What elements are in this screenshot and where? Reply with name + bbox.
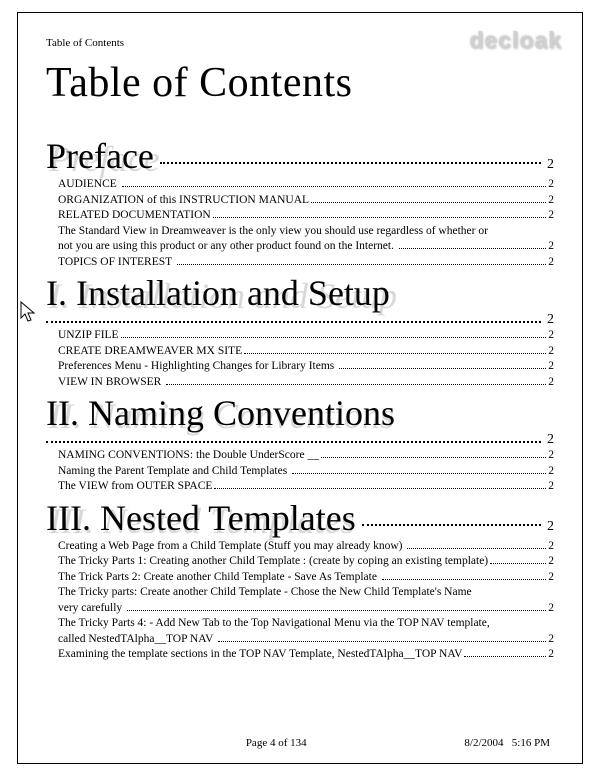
toc-leader-dots xyxy=(399,248,546,249)
watermark: decloak xyxy=(469,27,562,54)
toc-entry-text: TOPICS OF INTEREST xyxy=(58,255,175,271)
toc-entry-page: 2 xyxy=(548,647,554,663)
toc-leader-dots xyxy=(127,610,546,611)
toc-entry: ORGANIZATION of this INSTRUCTION MANUAL 2 xyxy=(58,193,554,209)
toc-entry-page: 2 xyxy=(548,177,554,193)
toc-entry-wrap: The Standard View in Dreamweaver is the … xyxy=(58,224,554,240)
toc-entry-page: 2 xyxy=(548,255,554,271)
document-page: decloak Table of Contents Table of Conte… xyxy=(17,12,583,764)
toc-entry: The Trick Parts 2: Create another Child … xyxy=(58,570,554,586)
toc-entry-page: 2 xyxy=(548,554,554,570)
toc-leader-dots xyxy=(218,641,546,642)
toc-entry-wrap: The Tricky parts: Create another Child T… xyxy=(58,585,554,601)
toc-entry-text: very carefully xyxy=(58,601,125,617)
toc-body: PrefacePreface2AUDIENCE 2ORGANIZATION of… xyxy=(46,133,554,663)
toc-entry-text: The VIEW from OUTER SPACE xyxy=(58,479,212,495)
section-heading-row: III. Nested TemplatesIII. Nested Templat… xyxy=(46,495,554,539)
toc-entry-text: CREATE DREAMWEAVER MX SITE xyxy=(58,344,242,360)
toc-leader-dots xyxy=(122,186,547,187)
toc-entry-text: NAMING CONVENTIONS: the Double UnderScor… xyxy=(58,448,319,464)
toc-leader-dots xyxy=(464,656,546,657)
mouse-cursor-icon xyxy=(20,301,38,325)
toc-entry-page: 2 xyxy=(548,208,554,224)
toc-leader-dots xyxy=(244,353,546,354)
toc-leader-dots xyxy=(177,264,546,265)
toc-entry-page: 2 xyxy=(548,239,554,255)
section-entries: Creating a Web Page from a Child Templat… xyxy=(58,539,554,663)
toc-entry: VIEW IN BROWSER 2 xyxy=(58,375,554,391)
toc-entry-text: The Trick Parts 2: Create another Child … xyxy=(58,570,380,586)
toc-entry-text: Naming the Parent Template and Child Tem… xyxy=(58,464,290,480)
toc-entry-text: not you are using this product or any ot… xyxy=(58,239,397,255)
toc-entry-page: 2 xyxy=(548,479,554,495)
main-title: Table of Contents xyxy=(46,59,554,107)
toc-entry: NAMING CONVENTIONS: the Double UnderScor… xyxy=(58,448,554,464)
toc-entry-text: The Tricky Parts 1: Creating another Chi… xyxy=(58,554,488,570)
toc-entry-page: 2 xyxy=(548,344,554,360)
toc-entry-page: 2 xyxy=(548,359,554,375)
toc-leader-dots xyxy=(292,473,546,474)
section-heading-row: PrefacePreface2 xyxy=(46,133,554,177)
toc-entry: called NestedTAlpha__TOP NAV 2 xyxy=(58,632,554,648)
toc-entry-text: UNZIP FILE xyxy=(58,328,119,344)
toc-entry: The VIEW from OUTER SPACE 2 xyxy=(58,479,554,495)
toc-entry: not you are using this product or any ot… xyxy=(58,239,554,255)
toc-leader-dots xyxy=(339,368,546,369)
toc-leader-dots xyxy=(382,579,546,580)
toc-leader-dots xyxy=(490,563,546,564)
toc-entry-page: 2 xyxy=(548,328,554,344)
toc-entry: The Tricky Parts 1: Creating another Chi… xyxy=(58,554,554,570)
toc-entry-page: 2 xyxy=(548,570,554,586)
toc-entry-text: ORGANIZATION of this INSTRUCTION MANUAL xyxy=(58,193,309,209)
toc-leader-dots xyxy=(213,217,547,218)
toc-entry-page: 2 xyxy=(548,193,554,209)
toc-leader-dots xyxy=(214,488,546,489)
toc-entry: very carefully 2 xyxy=(58,601,554,617)
section-entries: UNZIP FILE 2 CREATE DREAMWEAVER MX SITE 2 Pr… xyxy=(58,328,554,390)
toc-entry: CREATE DREAMWEAVER MX SITE 2 xyxy=(58,344,554,360)
footer-center: Page 4 of 134 xyxy=(18,737,464,749)
toc-entry-text: Preferences Menu - Highlighting Changes … xyxy=(58,359,337,375)
toc-entry: TOPICS OF INTEREST 2 xyxy=(58,255,554,271)
toc-entry: UNZIP FILE 2 xyxy=(58,328,554,344)
toc-entry-page: 2 xyxy=(548,539,554,555)
toc-entry-page: 2 xyxy=(548,464,554,480)
toc-entry-text: called NestedTAlpha__TOP NAV xyxy=(58,632,216,648)
toc-entry: RELATED DOCUMENTATION 2 xyxy=(58,208,554,224)
section-heading: I. Installation and SetupI. Installation… xyxy=(46,272,554,314)
toc-entry-wrap: The Tricky Parts 4: - Add New Tab to the… xyxy=(58,616,554,632)
toc-entry-page: 2 xyxy=(548,448,554,464)
toc-entry: Examining the template sections in the T… xyxy=(58,647,554,663)
page-footer: Page 4 of 134 8/2/2004 5:16 PM xyxy=(18,737,582,749)
section-entries: NAMING CONVENTIONS: the Double UnderScor… xyxy=(58,448,554,495)
toc-entry-text: Examining the template sections in the T… xyxy=(58,647,462,663)
toc-leader-dots xyxy=(166,384,546,385)
toc-leader-dots xyxy=(407,548,546,549)
toc-entry-text: VIEW IN BROWSER xyxy=(58,375,164,391)
toc-leader-dots xyxy=(121,337,547,338)
toc-leader-dots xyxy=(321,457,546,458)
section-heading: II. Naming ConventionsII. Naming Convent… xyxy=(46,392,554,434)
section-entries: AUDIENCE 2ORGANIZATION of this INSTRUCTI… xyxy=(58,177,554,270)
toc-entry: Preferences Menu - Highlighting Changes … xyxy=(58,359,554,375)
toc-entry-page: 2 xyxy=(548,375,554,391)
toc-entry-page: 2 xyxy=(548,632,554,648)
toc-entry-page: 2 xyxy=(548,601,554,617)
toc-leader-dots xyxy=(311,202,546,203)
toc-entry-text: RELATED DOCUMENTATION xyxy=(58,208,211,224)
footer-right: 8/2/2004 5:16 PM xyxy=(464,737,550,749)
toc-entry: Naming the Parent Template and Child Tem… xyxy=(58,464,554,480)
